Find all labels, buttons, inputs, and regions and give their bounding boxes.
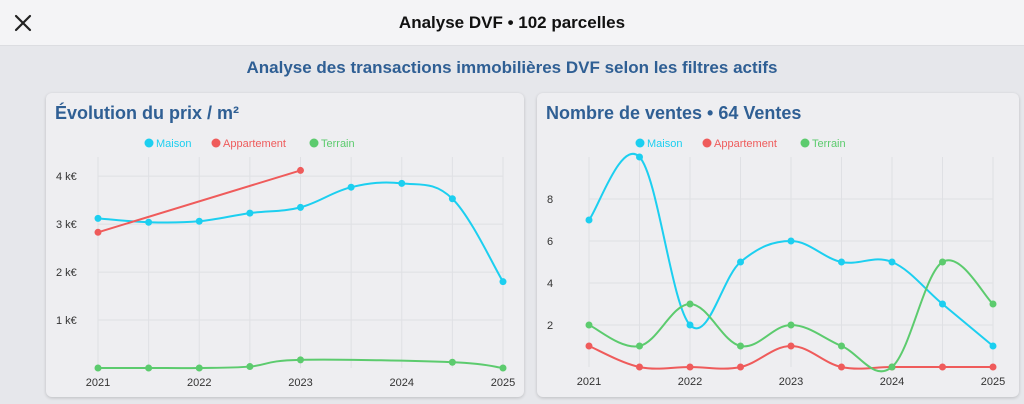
x-tick-label: 2025	[491, 377, 515, 389]
series-line-terrain	[588, 259, 994, 373]
data-point-maison	[686, 321, 694, 329]
y-tick-label: 1 k€	[56, 315, 77, 327]
data-point-maison	[939, 300, 946, 308]
close-icon[interactable]	[10, 10, 36, 36]
data-point-terrain	[737, 342, 744, 350]
data-point-terrain	[787, 321, 795, 329]
data-point-terrain	[636, 342, 643, 350]
legend-label-appartement: Appartement	[223, 138, 286, 150]
data-point-maison	[297, 203, 304, 211]
top-bar: Analyse DVF • 102 parcelles	[0, 0, 1024, 46]
legend-marker-appartement	[211, 138, 221, 148]
series-line-appartement	[97, 169, 301, 234]
data-point-maison	[145, 218, 153, 226]
x-tick-label: 2023	[779, 376, 803, 388]
data-point-maison	[585, 216, 593, 224]
data-point-maison	[94, 214, 102, 222]
data-point-maison	[246, 209, 254, 217]
data-point-maison	[989, 342, 997, 350]
data-point-appartement	[636, 363, 643, 371]
data-point-terrain	[888, 363, 896, 371]
chart-title: Évolution du prix / m²	[55, 103, 239, 123]
x-tick-label: 2024	[390, 377, 414, 389]
data-point-terrain	[499, 364, 507, 372]
data-point-maison	[347, 183, 355, 191]
legend-marker-appartement	[702, 138, 712, 148]
data-point-maison	[398, 179, 406, 187]
legend-label-maison: Maison	[647, 138, 682, 150]
data-point-maison	[448, 195, 456, 203]
y-tick-label: 2 k€	[56, 267, 77, 279]
data-point-appartement	[686, 363, 694, 371]
data-point-appartement	[939, 363, 946, 371]
data-point-maison	[838, 258, 845, 266]
data-point-maison	[195, 217, 203, 225]
x-tick-label: 2025	[981, 376, 1005, 388]
x-tick-label: 2021	[86, 377, 110, 389]
legend-marker-maison	[144, 138, 154, 148]
sales-chart-card: 2 4 6 8 2021 2022 2023 2024 2025 Maison Appartemen…	[537, 93, 1019, 397]
data-point-maison	[636, 153, 643, 161]
data-point-terrain	[145, 364, 153, 372]
data-point-appartement	[787, 342, 795, 350]
chart-title: Nombre de ventes • 64 Ventes	[546, 103, 802, 123]
data-point-maison	[737, 258, 744, 266]
x-tick-label: 2023	[288, 377, 312, 389]
data-point-terrain	[585, 321, 593, 329]
dialog-title: Analyse DVF • 102 parcelles	[398, 12, 626, 32]
y-tick-label: 8	[547, 194, 553, 206]
data-point-terrain	[448, 358, 456, 366]
data-point-appartement	[838, 363, 845, 371]
y-tick-label: 6	[547, 236, 553, 248]
y-tick-label: 2	[547, 320, 553, 332]
y-tick-label: 4 k€	[56, 171, 77, 183]
price-chart: 1 k€ 2 k€ 3 k€ 4 k€ 2021 2022 2023 2024 2025 Mais…	[56, 138, 515, 389]
legend-label-appartement: Appartement	[714, 138, 777, 150]
price-chart-card: 1 k€ 2 k€ 3 k€ 4 k€ 2021 2022 2023 2024 2025 Mais…	[46, 93, 524, 397]
data-point-maison	[888, 258, 896, 266]
data-point-maison	[787, 237, 795, 245]
data-point-appartement	[297, 166, 304, 174]
data-point-terrain	[195, 364, 203, 372]
data-point-appartement	[989, 363, 997, 371]
page-subtitle: Analyse des transactions immobilières DV…	[246, 58, 778, 77]
data-point-terrain	[838, 342, 845, 350]
y-tick-label: 4	[547, 278, 553, 290]
data-point-appartement	[94, 228, 102, 236]
data-point-terrain	[246, 363, 254, 371]
x-tick-label: 2024	[880, 376, 904, 388]
legend-label-maison: Maison	[156, 138, 191, 150]
legend-label-terrain: Terrain	[812, 138, 846, 150]
legend-marker-terrain	[800, 138, 810, 148]
legend-marker-terrain	[309, 138, 319, 148]
data-point-terrain	[94, 364, 102, 372]
x-tick-label: 2022	[678, 376, 702, 388]
data-point-appartement	[737, 363, 744, 371]
data-point-appartement	[585, 342, 593, 350]
sales-chart: 2 4 6 8 2021 2022 2023 2024 2025 Maison Appartemen…	[547, 138, 1005, 388]
x-tick-label: 2021	[577, 376, 601, 388]
x-tick-label: 2022	[187, 377, 211, 389]
data-point-maison	[499, 278, 507, 286]
data-point-terrain	[686, 300, 694, 308]
legend-marker-maison	[635, 138, 645, 148]
data-point-terrain	[989, 300, 997, 308]
data-point-terrain	[939, 258, 946, 266]
y-tick-label: 3 k€	[56, 219, 77, 231]
series-line-maison	[588, 152, 994, 347]
data-point-terrain	[297, 356, 304, 364]
legend-label-terrain: Terrain	[321, 138, 355, 150]
